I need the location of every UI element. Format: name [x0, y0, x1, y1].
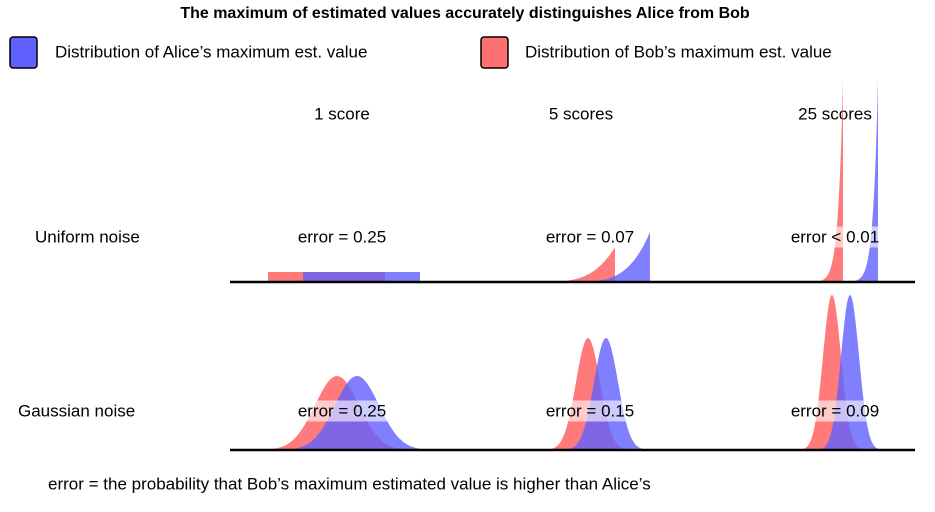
error-label: error < 0.01	[791, 227, 879, 246]
row-label: Gaussian noise	[18, 401, 135, 420]
error-label: error = 0.25	[298, 401, 386, 420]
error-label: error = 0.09	[791, 401, 879, 420]
error-label: error = 0.15	[546, 401, 634, 420]
alice-dist	[565, 232, 650, 282]
error-label-bg	[542, 226, 638, 248]
row-label: Uniform noise	[35, 227, 140, 246]
alice-dist	[780, 295, 905, 450]
error-label-bg	[787, 400, 883, 422]
error-label-bg	[542, 400, 638, 422]
title: The maximum of estimated values accurate…	[180, 5, 750, 22]
legend-swatch-alice	[9, 36, 38, 69]
column-header: 1 score	[314, 104, 370, 123]
error-label-bg	[294, 226, 390, 248]
alice-dist	[303, 272, 420, 282]
distributions	[230, 80, 905, 450]
error-label: error = 0.25	[298, 227, 386, 246]
column-header: 25 scores	[798, 104, 872, 123]
error-label: error = 0.07	[546, 227, 634, 246]
footnote: error = the probability that Bob’s maxim…	[48, 474, 651, 493]
error-labels: error = 0.25 error = 0.07 error < 0.01 erro…	[294, 226, 883, 422]
alice-dist	[530, 338, 670, 450]
bob-dist	[530, 247, 615, 282]
legend-alice: Distribution of Alice’s maximum est. val…	[55, 42, 367, 61]
error-label-bg	[787, 226, 883, 248]
error-label-bg	[294, 400, 390, 422]
legend-swatch-bob	[480, 36, 509, 69]
column-header: 5 scores	[549, 104, 613, 123]
legend-bob: Distribution of Bob’s maximum est. value	[525, 42, 832, 61]
